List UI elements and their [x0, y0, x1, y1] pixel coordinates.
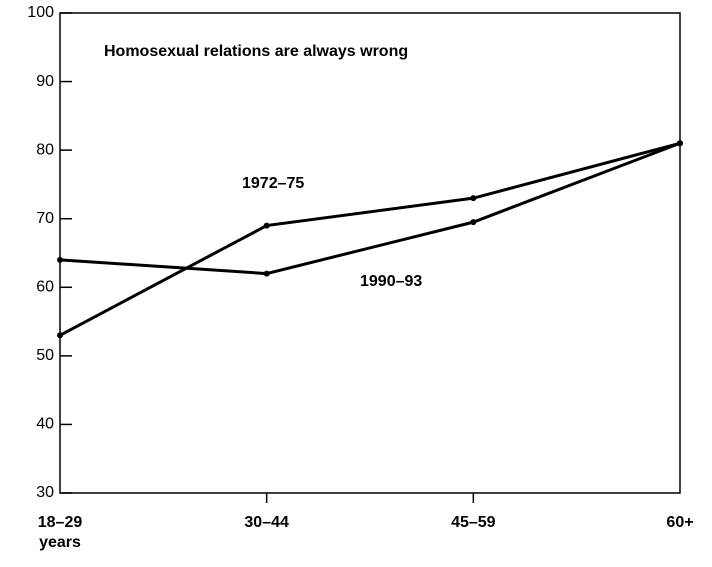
- series-line: [59, 141, 681, 276]
- y-tick-label: 50: [36, 347, 54, 364]
- series-line: [59, 141, 681, 337]
- x-tick-label: 60+: [666, 514, 693, 531]
- y-tick-label: 40: [36, 416, 54, 433]
- point: [57, 256, 63, 263]
- point: [677, 140, 683, 147]
- y-tick-label: 80: [36, 141, 54, 158]
- series-label: 1990–93: [360, 273, 422, 290]
- y-tick-label: 60: [36, 279, 54, 296]
- y-tick-label: 30: [36, 484, 54, 501]
- chart-title: Homosexual relations are always wrong: [104, 43, 408, 60]
- y-tick-label: 90: [36, 73, 54, 90]
- x-tick-label: 45–59: [451, 514, 496, 531]
- x-tick-label: 18–29 years: [38, 514, 83, 551]
- point: [263, 270, 270, 277]
- point: [470, 219, 477, 226]
- x-tick-label: 30–44: [244, 514, 289, 531]
- point: [470, 195, 477, 202]
- point: [263, 222, 270, 229]
- y-tick-label: 70: [36, 210, 54, 227]
- point: [57, 332, 63, 339]
- plot-frame: [59, 12, 681, 494]
- series-label: 1972–75: [242, 175, 304, 192]
- y-tick-label: 100: [27, 4, 54, 21]
